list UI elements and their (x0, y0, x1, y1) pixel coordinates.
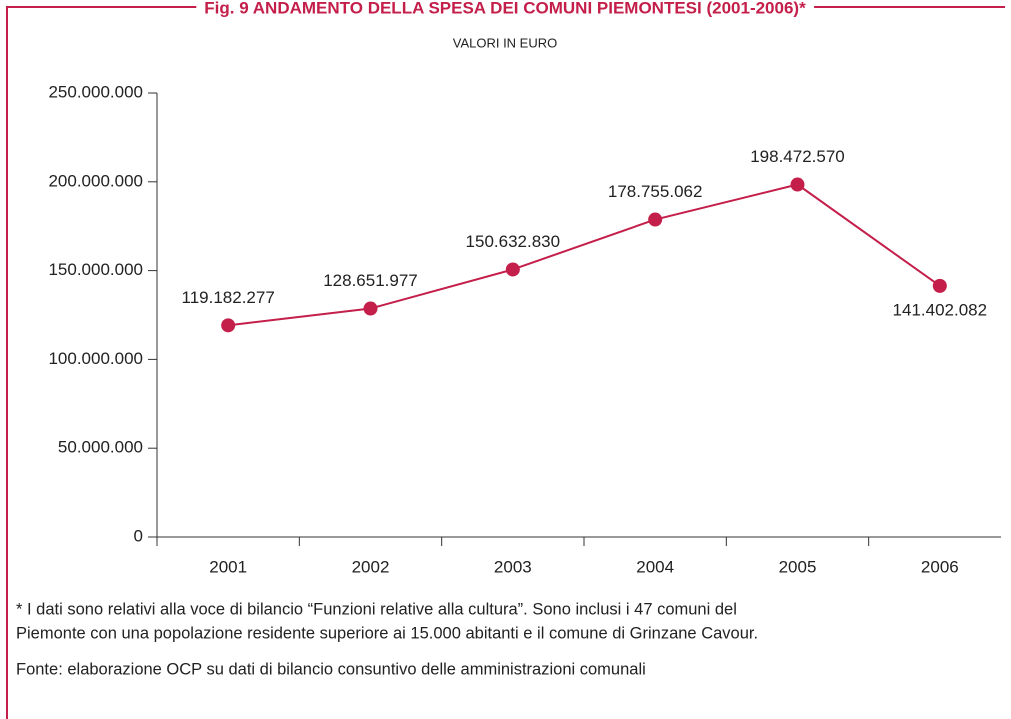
y-tick-label: 150.000.000 (48, 260, 143, 279)
data-label: 141.402.082 (893, 300, 988, 319)
line (228, 183, 941, 327)
point (790, 177, 805, 192)
title-background (196, 0, 815, 20)
point (648, 212, 663, 227)
y-tick-label: 100.000.000 (48, 349, 143, 368)
data-label: 128.651.977 (323, 271, 418, 290)
x-tick-label: 2001 (209, 557, 247, 576)
x-tick-label: 2002 (352, 557, 390, 576)
y-tick-label: 0 (134, 526, 143, 545)
point (363, 301, 378, 316)
data-label: 178.755.062 (608, 182, 703, 201)
x-tick-label: 2005 (779, 557, 817, 576)
chart-subtitle: VALORI IN EURO (453, 35, 558, 50)
chart-title: Fig. 9 ANDAMENTO DELLA SPESA DEI COMUNI … (204, 0, 806, 17)
y-tick-label: 200.000.000 (48, 171, 143, 190)
footnote: Piemonte con una popolazione residente s… (16, 624, 758, 642)
x-tick-label: 2006 (921, 557, 959, 576)
x-tick-label: 2004 (636, 557, 674, 576)
point (221, 318, 236, 333)
point (505, 262, 520, 277)
data-label: 119.182.277 (182, 288, 275, 307)
data-label: 198.472.570 (750, 147, 845, 166)
x-tick-label: 2003 (494, 557, 532, 576)
point (932, 278, 947, 293)
data-label: 150.632.830 (466, 232, 561, 251)
source: Fonte: elaborazione OCP su dati di bilan… (16, 660, 646, 678)
y-tick-label: 250.000.000 (48, 82, 143, 101)
y-tick-label: 50.000.000 (58, 438, 143, 457)
footnote: * I dati sono relativi alla voce di bila… (16, 600, 737, 618)
